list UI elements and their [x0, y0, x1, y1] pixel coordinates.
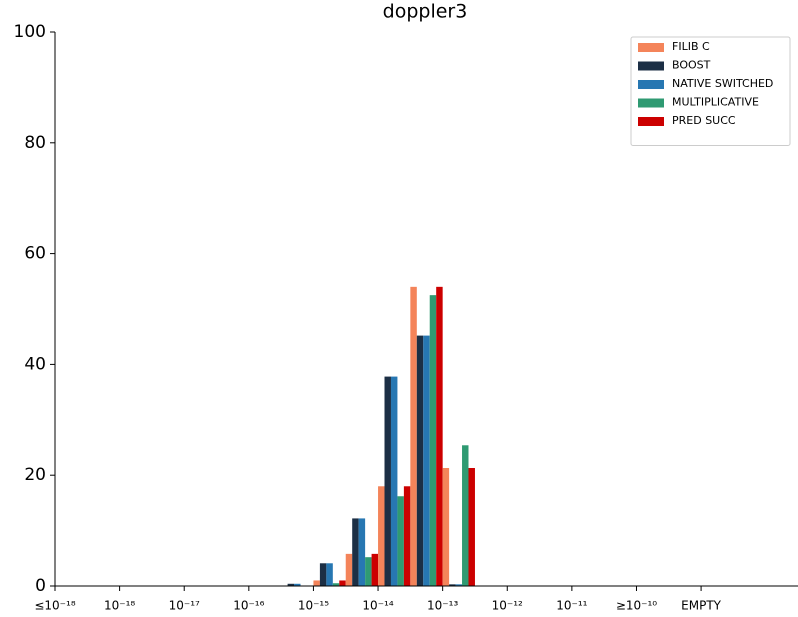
chart-title: doppler3	[383, 1, 468, 23]
bar	[468, 467, 475, 586]
y-tick-label: 80	[24, 133, 46, 153]
bar	[390, 376, 398, 586]
bar	[410, 286, 417, 586]
bar	[378, 486, 385, 586]
bar	[294, 583, 301, 586]
bar	[403, 486, 411, 586]
x-tick-label: 10⁻¹²	[492, 599, 523, 613]
x-tick-label: 10⁻¹⁸	[104, 599, 135, 613]
x-tick-label: 10⁻¹⁴	[362, 599, 393, 613]
bar	[332, 583, 340, 586]
bar	[371, 553, 379, 586]
x-tick-label: 10⁻¹⁷	[169, 599, 200, 613]
bar	[287, 583, 295, 586]
legend-label: PRED SUCC	[672, 114, 736, 127]
bar	[455, 584, 463, 586]
bar	[449, 584, 456, 586]
x-tick-label: 10⁻¹³	[427, 599, 458, 613]
x-tick-label: ≥10⁻¹⁰	[616, 599, 657, 613]
bar	[462, 445, 469, 586]
bar	[429, 295, 437, 586]
legend-label: MULTIPLICATIVE	[672, 96, 759, 109]
bar	[358, 518, 366, 586]
y-tick-label: 0	[35, 576, 46, 596]
bar	[365, 557, 372, 586]
x-tick-label: 10⁻¹¹	[556, 599, 587, 613]
x-tick-label: 10⁻¹⁶	[233, 599, 264, 613]
x-tick-label: ≤10⁻¹⁸	[34, 599, 75, 613]
y-tick-label: 60	[24, 244, 46, 264]
x-tick-label: EMPTY	[681, 599, 722, 613]
bar	[313, 580, 320, 586]
y-tick-label: 20	[24, 465, 46, 485]
legend-swatch	[638, 61, 664, 71]
bar	[326, 563, 333, 586]
legend-label: NATIVE SWITCHED	[672, 77, 773, 90]
bar	[397, 496, 404, 586]
legend-swatch	[638, 43, 664, 52]
bar	[319, 563, 327, 586]
bar	[345, 553, 353, 586]
legend-label: FILIB C	[672, 40, 710, 53]
x-tick-label: 10⁻¹⁵	[298, 599, 329, 613]
legend-label: BOOST	[672, 59, 711, 72]
bar	[352, 518, 359, 586]
bar	[339, 580, 346, 586]
bar	[416, 335, 424, 586]
bar	[384, 376, 391, 586]
legend-box	[630, 36, 791, 146]
bar	[436, 286, 443, 586]
bar	[423, 335, 430, 586]
legend-swatch	[638, 117, 664, 126]
y-tick-label: 40	[24, 354, 46, 374]
legend-swatch	[638, 98, 664, 108]
y-tick-label: 100	[14, 22, 46, 42]
legend-swatch	[638, 80, 664, 89]
bar	[442, 467, 450, 586]
